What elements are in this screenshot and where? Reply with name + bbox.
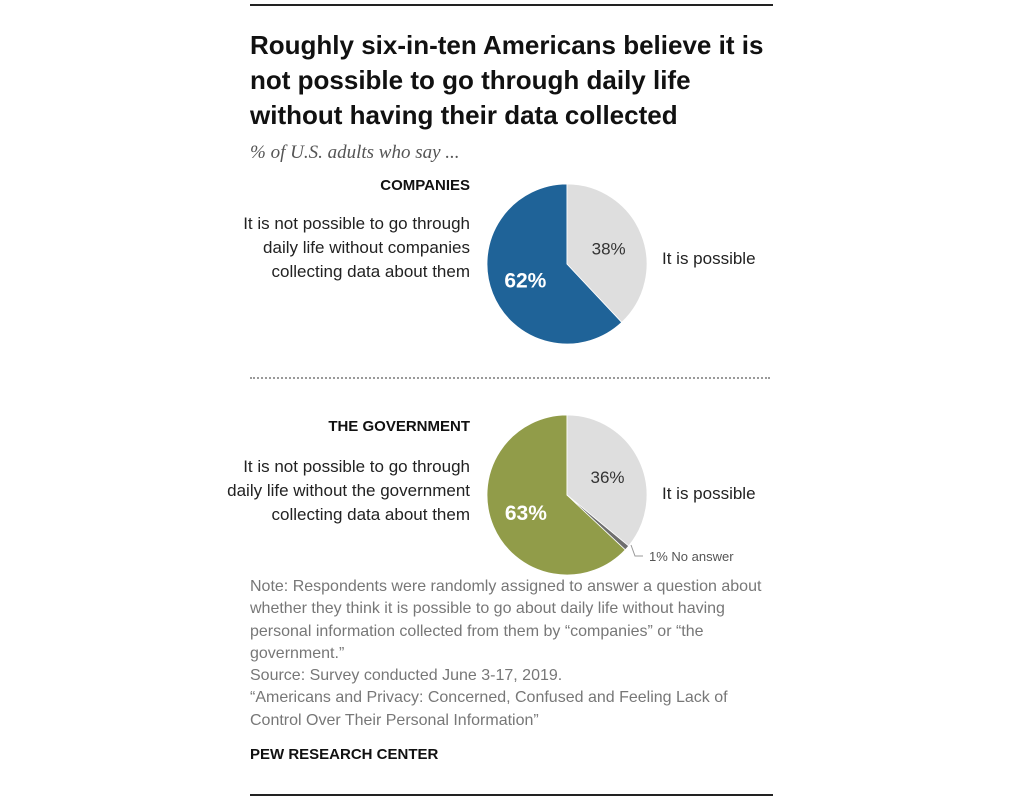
no-answer-leader-line — [630, 544, 643, 557]
companies-panel-title: COMPANIES — [380, 177, 470, 194]
pie-value-label-companies-1: 38% — [592, 240, 626, 259]
pie-value-label-the-government-0: 63% — [505, 502, 547, 525]
companies-not-possible-label: It is not possible to go through daily l… — [243, 214, 470, 281]
companies-possible-label: It is possible — [662, 249, 756, 268]
pie-value-label-companies-0: 62% — [504, 269, 546, 292]
no-answer-label: 1% No answer — [649, 549, 734, 564]
government-possible-label: It is possible — [662, 484, 756, 503]
panel-divider — [250, 377, 770, 379]
source-text: Source: Survey conducted June 3-17, 2019… — [250, 667, 563, 685]
pie-slice-companies-1 — [566, 183, 648, 323]
pie-value-label-the-government-1: 36% — [591, 468, 625, 487]
government-not-possible-label: It is not possible to go through daily l… — [227, 457, 470, 524]
report-title-text: “Americans and Privacy: Concerned, Confu… — [250, 689, 728, 729]
notes-block: Note: Respondents were randomly assigned… — [250, 576, 775, 732]
pie-slice-the-government-0 — [486, 414, 626, 576]
chart-title: Roughly six-in-ten Americans believe it … — [250, 30, 764, 130]
top-rule — [250, 4, 773, 6]
pie-slice-the-government-2 — [566, 494, 630, 551]
government-panel-title: THE GOVERNMENT — [328, 418, 470, 435]
pew-research-center-logo-text: PEW RESEARCH CENTER — [250, 746, 439, 763]
pie-slice-companies-0 — [486, 183, 623, 345]
bottom-rule — [250, 794, 773, 796]
companies-pie-chart: 62% 38% — [486, 183, 648, 345]
pie-slice-the-government-1 — [566, 414, 648, 547]
chart-subtitle: % of U.S. adults who say ... — [250, 142, 460, 163]
note-text: Note: Respondents were randomly assigned… — [250, 578, 762, 662]
government-pie-chart: 63% 36% — [486, 414, 648, 576]
